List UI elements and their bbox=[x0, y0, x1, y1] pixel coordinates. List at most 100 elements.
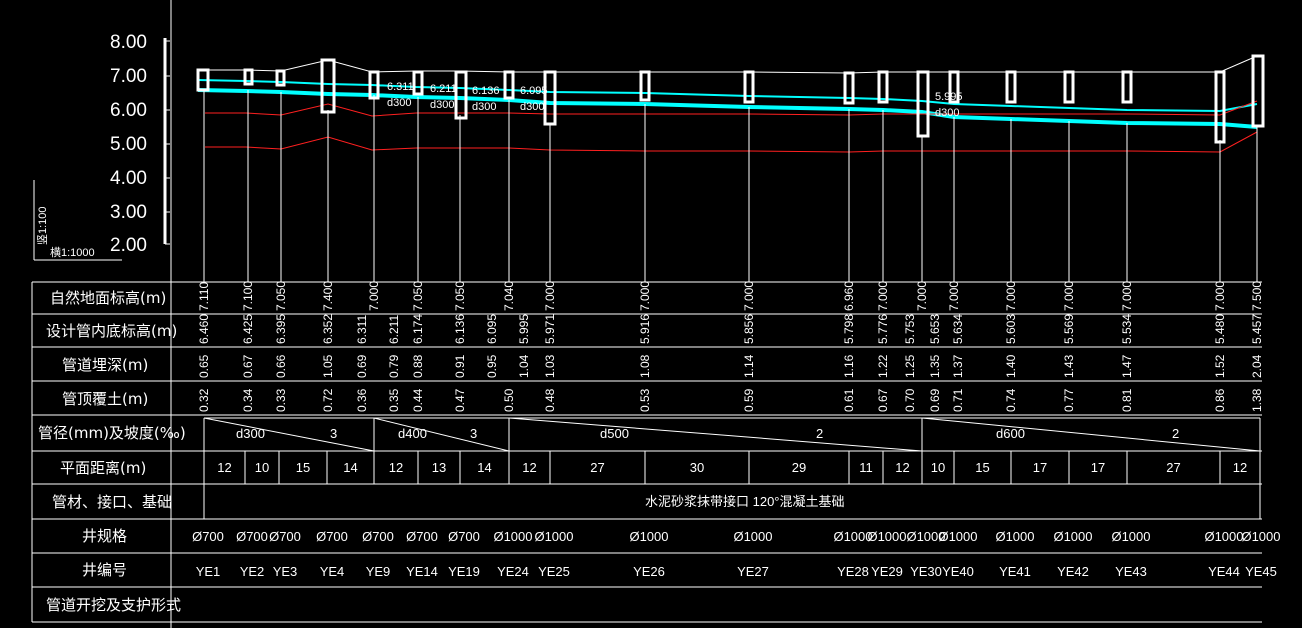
distance-value: 12 bbox=[1233, 460, 1247, 475]
cover-value: 0.72 bbox=[321, 388, 335, 412]
spec-value: Ø1000 bbox=[629, 529, 668, 544]
ground-elevation-value: 7.050 bbox=[453, 281, 467, 311]
cover-value: 0.32 bbox=[197, 388, 211, 412]
pipe-note: d300 bbox=[387, 97, 411, 109]
depth-value: 1.43 bbox=[1062, 354, 1076, 378]
distance-value: 10 bbox=[931, 460, 945, 475]
spec-value: Ø1000 bbox=[1053, 529, 1092, 544]
cover-value: 0.44 bbox=[411, 388, 425, 412]
manhole-id-row: YE1 YE2 YE3 YE4 YE9 YE14 YE19 YE24 YE25 YE26 YE27 Y… bbox=[196, 564, 1277, 579]
spec-value: Ø1000 bbox=[833, 529, 872, 544]
cover-value: 0.48 bbox=[543, 388, 557, 412]
spec-value: Ø1000 bbox=[995, 529, 1034, 544]
depth-value: 0.66 bbox=[274, 354, 288, 378]
depth-value: 0.79 bbox=[387, 354, 401, 378]
pipe-note: 5.995 bbox=[935, 91, 963, 103]
cover-value: 0.36 bbox=[355, 388, 369, 412]
distance-value: 30 bbox=[690, 460, 704, 475]
invert-elevation-value: 5.457 bbox=[1250, 314, 1264, 344]
invert-elevation-value: 5.995 bbox=[517, 314, 531, 344]
depth-value: 0.67 bbox=[241, 354, 255, 378]
cover-value: 0.86 bbox=[1213, 388, 1227, 412]
spec-value: Ø700 bbox=[236, 529, 268, 544]
manhole-id: YE27 bbox=[737, 564, 769, 579]
manhole-id: YE29 bbox=[871, 564, 903, 579]
pipe-note: 6.211 bbox=[430, 83, 457, 95]
manhole-id: YE44 bbox=[1208, 564, 1240, 579]
manhole-id: YE3 bbox=[273, 564, 298, 579]
pipe-note: 6.136 bbox=[472, 85, 500, 97]
y-tick-4: 4.00 bbox=[110, 168, 147, 189]
ground-elevation-value: 7.400 bbox=[321, 281, 335, 311]
pipe-note: 6.311 bbox=[387, 81, 414, 93]
ground-elevation-value: 7.000 bbox=[543, 281, 557, 311]
distance-value: 10 bbox=[255, 460, 269, 475]
depth-value: 1.52 bbox=[1213, 354, 1227, 378]
elevation-axis: 8.00 7.00 6.00 5.00 4.00 3.00 2.00 bbox=[110, 32, 170, 256]
cover-value: 1.38 bbox=[1250, 388, 1264, 412]
profile-graphics: 6.311 d300 6.211 d300 6.136 d300 6.095 d… bbox=[196, 54, 1265, 282]
manhole-id: YE26 bbox=[633, 564, 665, 579]
segment-slope: 2 bbox=[816, 426, 823, 441]
row-label-distance: 平面距离(m) bbox=[60, 459, 146, 477]
segment-dia: d600 bbox=[996, 426, 1025, 441]
distance-value: 14 bbox=[477, 460, 491, 475]
invert-elevation-value: 5.534 bbox=[1120, 314, 1134, 344]
vertical-scale-label: 竖1:100 bbox=[36, 206, 49, 245]
pipe-note: 6.095 bbox=[520, 85, 548, 97]
ground-elevation-value: 7.000 bbox=[1004, 281, 1018, 311]
pipe-note: d300 bbox=[935, 107, 959, 119]
spec-value: Ø1000 bbox=[867, 529, 906, 544]
invert-elevation-value: 6.211 bbox=[387, 315, 401, 344]
depth-value: 1.25 bbox=[903, 354, 917, 378]
segment-slope: 3 bbox=[470, 426, 477, 441]
ground-elevation-value: 7.040 bbox=[502, 281, 516, 311]
depth-value: 1.14 bbox=[742, 354, 756, 378]
cover-value: 0.35 bbox=[387, 388, 401, 412]
manhole-id: YE2 bbox=[240, 564, 265, 579]
spec-value: Ø1000 bbox=[534, 529, 573, 544]
ground-elevation-value: 7.050 bbox=[411, 281, 425, 311]
cover-value: 0.53 bbox=[638, 388, 652, 412]
distance-value: 11 bbox=[859, 460, 873, 475]
cover-value: 0.81 bbox=[1120, 388, 1134, 412]
spec-value: Ø1000 bbox=[906, 529, 945, 544]
segment-dia: d500 bbox=[600, 426, 629, 441]
distance-value: 12 bbox=[389, 460, 403, 475]
invert-elevation-value: 5.776 bbox=[876, 314, 890, 344]
depth-value: 1.40 bbox=[1004, 354, 1018, 378]
y-tick-8: 8.00 bbox=[110, 32, 147, 53]
invert-elevation-value: 5.653 bbox=[928, 314, 942, 344]
distance-value: 29 bbox=[792, 460, 806, 475]
cover-value: 0.50 bbox=[502, 388, 516, 412]
cover-value: 0.47 bbox=[453, 388, 467, 412]
depth-value: 0.91 bbox=[453, 354, 467, 378]
segment-dia: d300 bbox=[236, 426, 265, 441]
invert-elevation-value: 5.603 bbox=[1004, 314, 1018, 344]
ground-elevation-value: 7.000 bbox=[876, 281, 890, 311]
depth-value: 0.88 bbox=[411, 354, 425, 378]
depth-value: 1.16 bbox=[842, 354, 856, 378]
invert-elevation-value: 5.634 bbox=[951, 314, 965, 344]
spec-value: Ø700 bbox=[448, 529, 480, 544]
invert-elevation-value: 5.569 bbox=[1062, 314, 1076, 344]
depth-value: 2.04 bbox=[1250, 354, 1264, 378]
y-tick-6: 6.00 bbox=[110, 100, 147, 121]
ground-elevation-value: 7.000 bbox=[1120, 281, 1134, 311]
ground-elevation-value: 7.000 bbox=[638, 281, 652, 311]
spec-value: Ø700 bbox=[192, 529, 224, 544]
cover-value: 0.61 bbox=[842, 388, 856, 412]
row-label-ground: 自然地面标高(m) bbox=[50, 289, 166, 307]
depth-value: 1.47 bbox=[1120, 354, 1134, 378]
cover-value: 0.70 bbox=[903, 388, 917, 412]
spec-value: Ø1000 bbox=[493, 529, 532, 544]
manhole-id: YE45 bbox=[1245, 564, 1277, 579]
distance-value: 12 bbox=[522, 460, 536, 475]
spec-value: Ø1000 bbox=[1204, 529, 1243, 544]
row-label-spec: 井规格 bbox=[82, 527, 127, 545]
depth-value: 1.05 bbox=[321, 354, 335, 378]
distance-value: 13 bbox=[432, 460, 446, 475]
manhole-id: YE28 bbox=[837, 564, 869, 579]
manhole-id: YE19 bbox=[448, 564, 480, 579]
